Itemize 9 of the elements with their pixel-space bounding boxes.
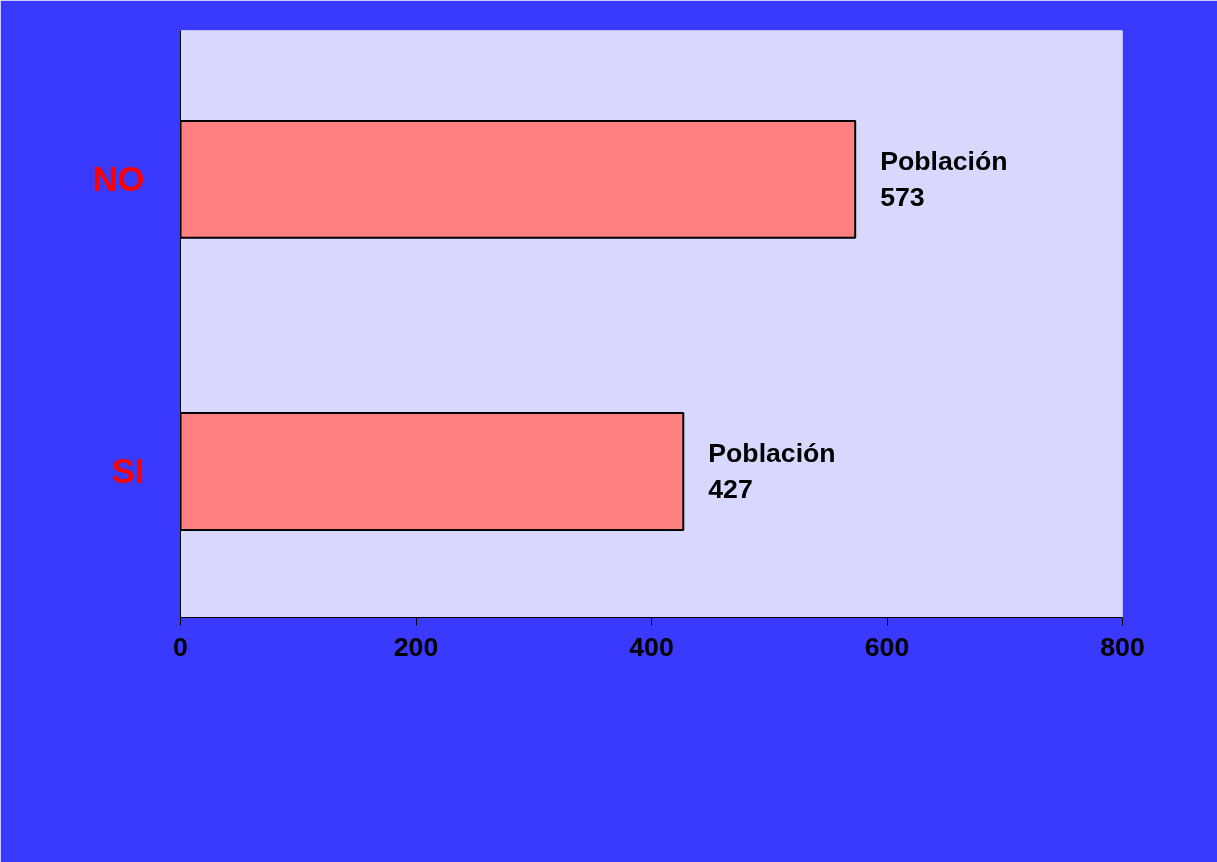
x-tick-label: 200 [393,631,439,662]
x-tick-label: 400 [629,631,674,662]
x-tick-label: 800 [1100,631,1145,662]
data-label: Población 573 [880,146,1008,213]
data-label: Población 427 [708,438,836,505]
x-tick-label: 0 [173,631,188,662]
x-tick-label: 600 [864,631,910,662]
y-tick-label: NO [92,160,145,199]
y-tick-label: SI [111,452,145,491]
